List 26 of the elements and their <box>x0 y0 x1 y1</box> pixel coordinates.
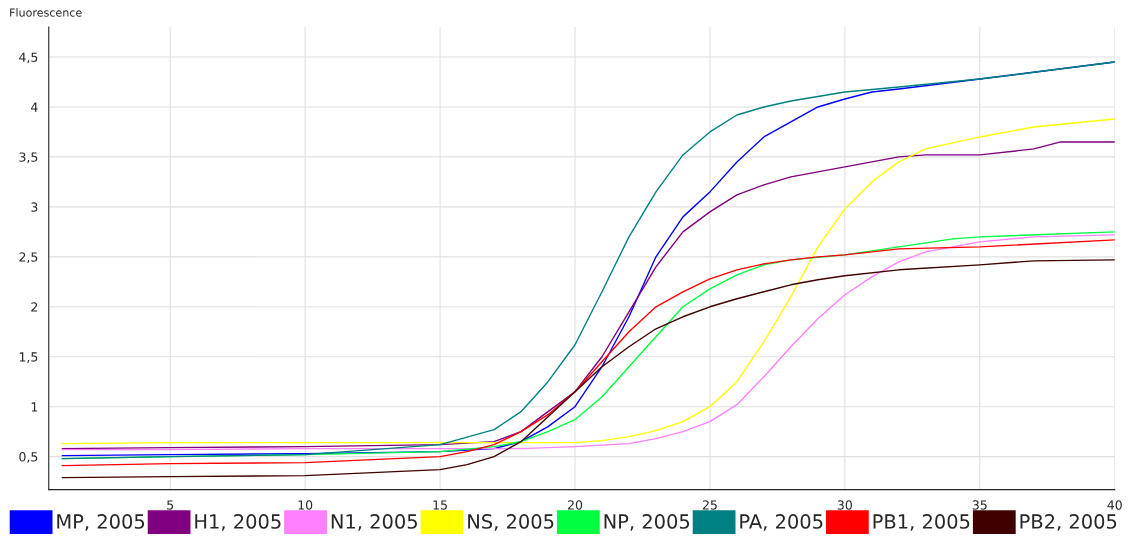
x-tick-label: 15 <box>433 500 447 510</box>
y-tick-label: 4 <box>31 102 38 112</box>
x-tick-label: 35 <box>972 500 987 510</box>
y-tick-label: 2 <box>31 302 38 312</box>
y-tick-label: 1,5 <box>19 352 38 363</box>
legend-label: PA, 2005 <box>740 514 823 531</box>
y-tick-label: 3 <box>31 202 38 212</box>
y-tick-label: 4,5 <box>19 52 38 64</box>
x-tick-label: 25 <box>702 500 717 510</box>
x-tick-label: 10 <box>298 500 313 510</box>
x-tick-label: 5 <box>167 500 174 510</box>
y-axis-title: Fluorescence <box>10 8 82 17</box>
x-tick-label: 40 <box>1107 500 1122 510</box>
legend-label: PB1, 2005 <box>873 514 970 531</box>
x-tick-label: 30 <box>837 500 852 510</box>
y-tick-label: 3,5 <box>19 152 38 164</box>
y-tick-label: 2,5 <box>19 252 38 264</box>
y-tick-label: 0,5 <box>19 452 38 463</box>
legend-label: MP, 2005 <box>57 514 145 531</box>
legend-label: NS, 2005 <box>468 514 554 531</box>
y-tick-label: 1 <box>31 402 38 412</box>
x-tick-label: 20 <box>567 500 583 510</box>
legend-label: NP, 2005 <box>604 514 690 531</box>
legend-label: N1, 2005 <box>331 514 417 531</box>
legend-label: H1, 2005 <box>195 514 281 531</box>
legend-label: PB2, 2005 <box>1020 514 1117 531</box>
